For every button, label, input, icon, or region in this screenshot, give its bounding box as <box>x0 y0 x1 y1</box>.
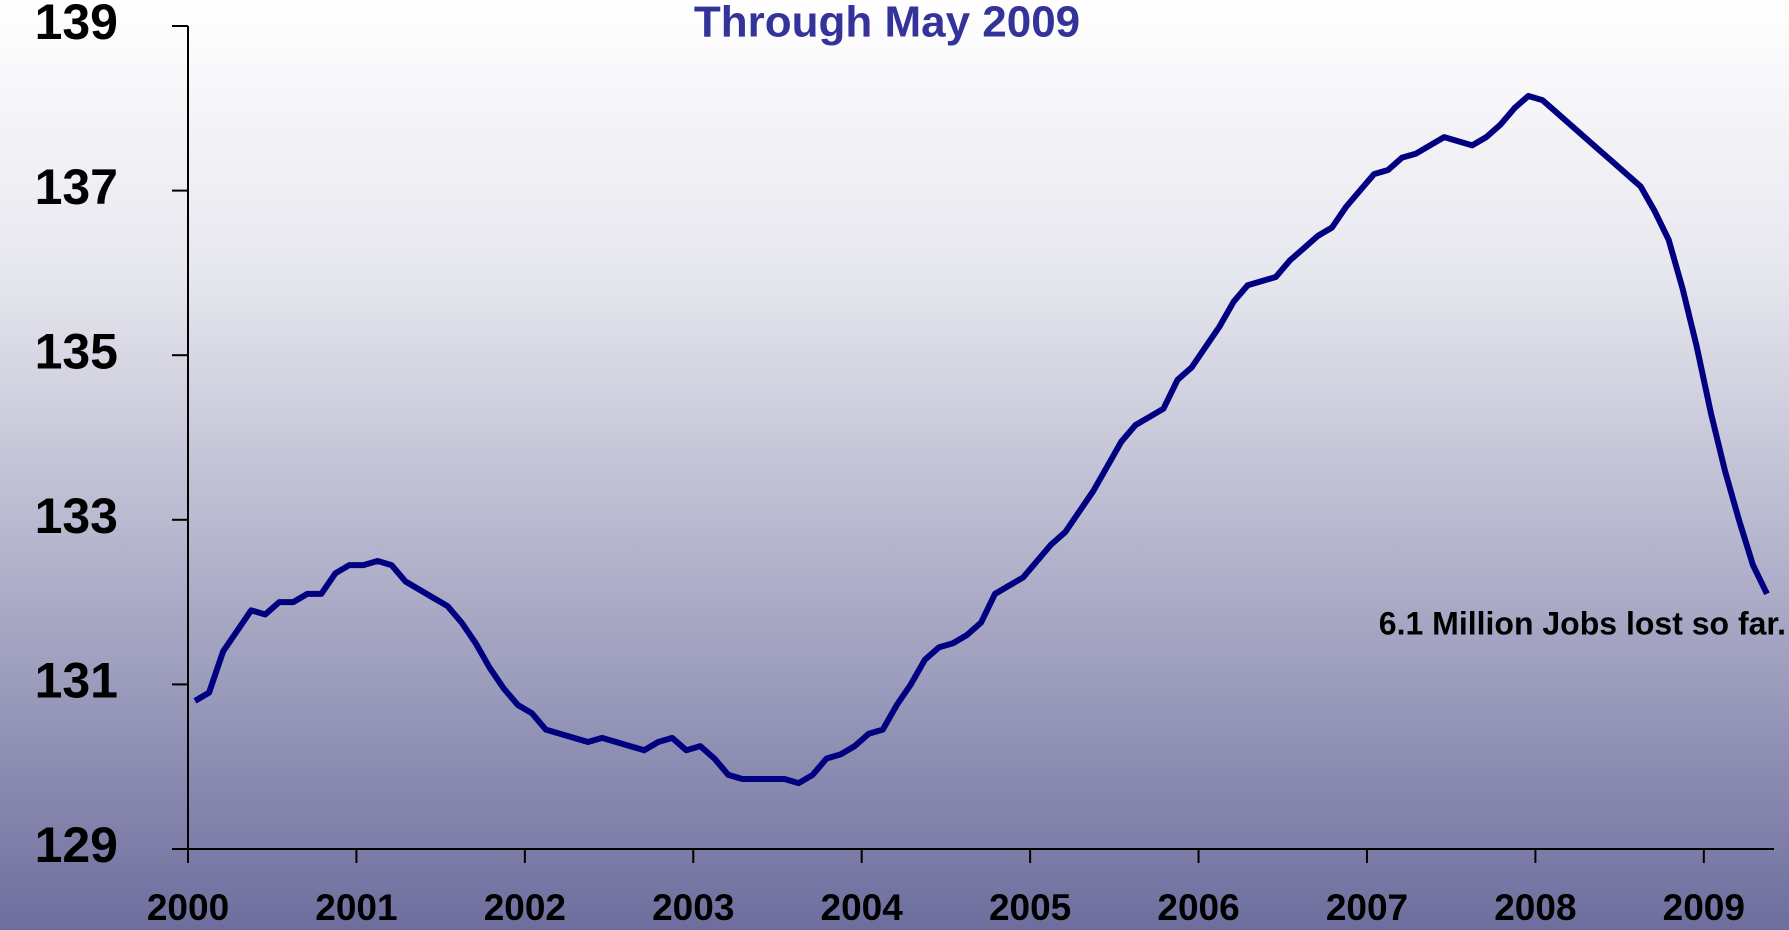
x-tick-label: 2009 <box>1663 887 1745 928</box>
y-tick-label: 131 <box>35 653 118 709</box>
y-tick-label: 129 <box>35 817 118 873</box>
x-tick-label: 2004 <box>821 887 904 928</box>
x-tick-label: 2003 <box>652 887 734 928</box>
x-tick-label: 2000 <box>147 887 229 928</box>
annotation: 6.1 Million Jobs lost so far. <box>1379 605 1786 641</box>
chart-title: Through May 2009 <box>694 0 1080 47</box>
y-tick-label: 135 <box>35 323 118 379</box>
y-tick-label: 133 <box>35 488 118 544</box>
x-tick-label: 2007 <box>1326 887 1408 928</box>
y-tick-label: 139 <box>35 0 118 50</box>
x-tick-label: 2002 <box>484 887 566 928</box>
x-tick-label: 2008 <box>1494 887 1576 928</box>
line <box>193 92 1770 787</box>
x-tick-label: 2006 <box>1157 887 1239 928</box>
x-tick-label: 2005 <box>989 887 1071 928</box>
x-tick-label: 2001 <box>315 887 397 928</box>
y-tick-label: 137 <box>35 159 118 215</box>
